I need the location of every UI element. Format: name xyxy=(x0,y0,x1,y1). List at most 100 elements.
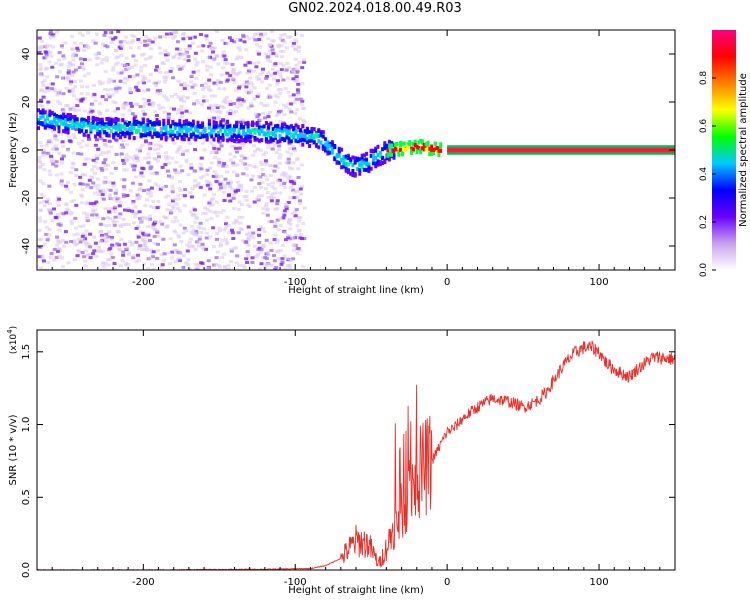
spectrogram-ridge-cell xyxy=(406,145,410,150)
spectrogram-cell xyxy=(266,128,270,132)
spectrogram-cell xyxy=(217,87,222,91)
spectrogram-ridge-cell xyxy=(207,123,211,127)
spectrogram-cell xyxy=(112,262,117,265)
spectrogram-cell xyxy=(76,48,81,52)
spectrogram-cell xyxy=(154,219,158,223)
spectrogram-cell xyxy=(125,158,130,162)
spectrogram-ridge-cell xyxy=(374,146,378,151)
spectrogram-cell xyxy=(94,32,99,36)
spectrogram-cell xyxy=(153,110,158,114)
spectrogram-cell xyxy=(151,267,156,270)
spectrogram-cell xyxy=(115,107,120,111)
spectrogram-ridge-cell xyxy=(419,138,423,143)
spectrogram-cell xyxy=(160,263,165,267)
spectrogram-cell xyxy=(244,85,249,89)
spectrogram-cell xyxy=(292,248,297,252)
spectrogram-cell xyxy=(280,257,285,261)
spectrogram-cell xyxy=(194,63,199,67)
spectrogram-cell xyxy=(264,52,269,56)
spectrogram-cell xyxy=(84,229,89,233)
spectrogram-ridge-cell xyxy=(146,126,150,131)
spectrogram-ridge-cell xyxy=(386,153,390,158)
spectrogram-ridge-cell xyxy=(176,135,179,140)
spectrogram-cell xyxy=(296,49,301,53)
spectrogram-cell xyxy=(295,158,300,162)
spectrogram-cell xyxy=(106,93,111,97)
spectrogram-cell xyxy=(65,188,70,191)
spectrogram-cell xyxy=(130,65,135,69)
spectrogram-cell xyxy=(143,204,148,208)
spectrogram-cell xyxy=(232,40,237,44)
spectrogram-cell xyxy=(80,234,85,238)
spectrogram-cell xyxy=(295,69,300,73)
spectrogram-ridge-cell xyxy=(123,124,127,129)
spectrogram-cell xyxy=(48,211,53,215)
spectrogram-cell xyxy=(104,151,109,155)
spectrogram-cell xyxy=(293,32,298,36)
spectrogram-cell xyxy=(225,215,230,219)
spectrogram-ridge-cell xyxy=(303,129,307,134)
spectrogram-cell xyxy=(72,94,76,98)
spectrogram-cell xyxy=(221,100,226,104)
spectrogram-cell xyxy=(214,200,219,204)
spectrogram-cell xyxy=(52,258,57,262)
spectrogram-ridge-cell xyxy=(53,119,56,124)
spectrogram-cell xyxy=(56,240,61,244)
spectrogram-cell xyxy=(218,180,223,184)
spectrogram-ridge-cell xyxy=(335,154,339,159)
spectrogram-cell xyxy=(95,215,100,219)
spectrogram-cell xyxy=(187,240,192,244)
spectrogram-cell xyxy=(60,140,65,144)
spectrogram-cell xyxy=(164,32,169,36)
spectrogram-ridge-cell xyxy=(253,127,257,132)
spectrogram-cell xyxy=(193,179,198,183)
spectrogram-cell xyxy=(141,77,146,81)
spectrogram-ridge-cell xyxy=(153,121,157,126)
spectrogram-ridge-cell xyxy=(64,114,68,119)
spectrogram-ridge-cell xyxy=(41,121,45,126)
spectrogram-cell xyxy=(192,35,197,39)
spectrogram-cell xyxy=(47,60,52,64)
snr-ylabel: SNR (10 * v/v) xyxy=(8,414,19,485)
spectrogram-cell xyxy=(37,238,42,242)
spectrogram-cell xyxy=(68,212,73,216)
spectrogram-ridge-cell xyxy=(176,131,179,136)
spectrogram-cell xyxy=(190,85,195,89)
spectrogram-ridge-cell xyxy=(260,138,264,142)
spectrogram-ridge-cell xyxy=(337,160,341,165)
spectrogram-ridge-cell xyxy=(207,125,211,130)
spectrogram-ridge-cell xyxy=(196,121,200,126)
spectrogram-cell xyxy=(141,262,146,266)
spectrogram-cell xyxy=(241,120,246,124)
spectrogram-cell xyxy=(102,190,107,194)
spectrogram-cell xyxy=(219,184,224,188)
spectrogram-xtick-label: -100 xyxy=(284,277,307,288)
spectrogram-cell xyxy=(91,252,95,256)
spectrogram-ridge-cell xyxy=(37,108,40,113)
spectrogram-cell xyxy=(236,98,241,102)
spectrogram-cell xyxy=(244,257,249,261)
spectrogram-ridge-cell xyxy=(71,125,75,130)
spectrogram-cell xyxy=(136,235,141,239)
spectrogram-ridge-cell xyxy=(381,156,385,161)
spectrogram-ridge-cell xyxy=(326,151,330,156)
spectrogram-cell xyxy=(266,183,271,187)
spectrogram-cell xyxy=(295,190,300,194)
spectrogram-ridge-cell xyxy=(399,140,403,145)
spectrogram-cell xyxy=(44,55,49,59)
spectrogram-cell xyxy=(215,82,220,86)
spectrogram-ridge-cell xyxy=(421,139,424,144)
spectrogram-ridge-cell xyxy=(371,161,375,166)
spectrogram-cell xyxy=(86,31,91,35)
spectrogram-cell xyxy=(279,262,284,266)
spectrogram-cell xyxy=(223,136,228,140)
spectrogram-ridge-cell xyxy=(162,126,166,130)
spectrogram-cell xyxy=(163,163,168,167)
spectrogram-cell xyxy=(244,198,249,202)
spectrogram-ridge-cell xyxy=(344,166,348,171)
spectrogram-cell xyxy=(54,147,59,151)
spectrogram-cell xyxy=(154,84,159,88)
spectrogram-cell xyxy=(266,195,271,199)
spectrogram-cell xyxy=(63,41,68,45)
spectrogram-cell xyxy=(231,68,236,72)
